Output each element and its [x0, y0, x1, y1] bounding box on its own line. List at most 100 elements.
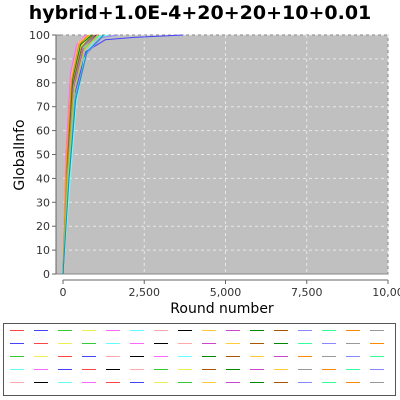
x-axis-label: Round number [170, 301, 274, 317]
legend-swatch [298, 343, 312, 344]
legend [3, 323, 396, 396]
y-tick-label: 90 [36, 53, 50, 66]
legend-swatch [370, 382, 384, 383]
legend-swatch [178, 369, 192, 370]
legend-swatch [226, 356, 240, 357]
y-tick-label: 0 [43, 268, 50, 281]
legend-swatch [130, 343, 144, 344]
legend-swatch [10, 382, 24, 383]
y-tick-label: 70 [36, 101, 50, 114]
legend-swatch [370, 356, 384, 357]
x-tick-label: 7,500 [291, 286, 323, 299]
legend-swatch [346, 343, 360, 344]
legend-swatch [106, 356, 120, 357]
legend-swatch [154, 382, 168, 383]
legend-swatch [274, 356, 288, 357]
legend-swatch [34, 382, 48, 383]
legend-swatch [346, 369, 360, 370]
legend-swatch [82, 382, 96, 383]
legend-swatch [274, 382, 288, 383]
legend-swatch [202, 343, 216, 344]
chart: 0 10 20 30 40 50 60 70 80 90 100 0 2,500 5,000 7,500 10… [12, 29, 400, 317]
legend-swatch [82, 356, 96, 357]
legend-swatch [34, 356, 48, 357]
axes: 0 10 20 30 40 50 60 70 80 90 100 0 2,500 5,000 7,500 10… [29, 29, 400, 299]
legend-swatch [226, 382, 240, 383]
legend-swatch [10, 356, 24, 357]
legend-swatch [322, 343, 336, 344]
legend-swatch [58, 330, 72, 331]
series-line-18 [62, 34, 104, 275]
legend-swatch [58, 382, 72, 383]
x-tick-label: 0 [60, 286, 67, 299]
legend-swatch [298, 369, 312, 370]
legend-swatch [298, 382, 312, 383]
y-axis-label: GlobalInfo [12, 119, 28, 190]
legend-swatch [34, 369, 48, 370]
legend-swatch [130, 369, 144, 370]
legend-swatch [322, 356, 336, 357]
legend-swatch [154, 356, 168, 357]
x-tick-label: 5,000 [210, 286, 242, 299]
legend-swatch [226, 369, 240, 370]
legend-swatch [130, 330, 144, 331]
legend-swatch [10, 330, 24, 331]
legend-swatch [274, 369, 288, 370]
y-tick-label: 20 [36, 220, 50, 233]
legend-swatch [10, 343, 24, 344]
y-tick-label: 100 [29, 29, 50, 42]
legend-swatch [82, 369, 96, 370]
legend-swatch [346, 330, 360, 331]
legend-swatch [154, 343, 168, 344]
legend-swatch [106, 330, 120, 331]
legend-swatch [202, 382, 216, 383]
legend-swatch [346, 356, 360, 357]
series-line-15 [62, 34, 90, 275]
legend-swatch [154, 330, 168, 331]
legend-swatch [250, 343, 264, 344]
y-tick-label: 30 [36, 196, 50, 209]
legend-swatch [202, 369, 216, 370]
legend-swatch [202, 356, 216, 357]
legend-swatch [106, 382, 120, 383]
legend-swatch [250, 330, 264, 331]
legend-swatch [178, 356, 192, 357]
legend-swatch [58, 369, 72, 370]
y-tick-label: 10 [36, 244, 50, 257]
y-tick-label: 60 [36, 125, 50, 138]
legend-swatch [130, 382, 144, 383]
series-line-17 [62, 34, 99, 275]
legend-swatch [370, 369, 384, 370]
legend-swatch [178, 330, 192, 331]
legend-swatch [178, 382, 192, 383]
legend-swatch [178, 343, 192, 344]
legend-swatch [298, 356, 312, 357]
legend-swatch [298, 330, 312, 331]
legend-swatch [58, 343, 72, 344]
legend-swatch [226, 343, 240, 344]
legend-swatch [34, 330, 48, 331]
y-tick-label: 40 [36, 172, 50, 185]
x-tick-label: 2,500 [129, 286, 161, 299]
legend-swatch [322, 330, 336, 331]
legend-swatch [346, 382, 360, 383]
legend-swatch [202, 330, 216, 331]
legend-swatch [154, 369, 168, 370]
legend-swatch [82, 343, 96, 344]
legend-swatch [250, 356, 264, 357]
legend-swatch [274, 343, 288, 344]
legend-swatch [274, 330, 288, 331]
legend-swatch [370, 343, 384, 344]
legend-swatch [106, 369, 120, 370]
y-tick-label: 50 [36, 149, 50, 162]
legend-swatch [10, 369, 24, 370]
legend-swatch [82, 330, 96, 331]
legend-swatch [130, 356, 144, 357]
x-tick-label: 10,00 [372, 286, 400, 299]
y-tick-label: 80 [36, 77, 50, 90]
legend-swatch [322, 382, 336, 383]
legend-swatch [226, 330, 240, 331]
legend-swatch [370, 330, 384, 331]
legend-swatch [58, 356, 72, 357]
legend-swatch [250, 382, 264, 383]
